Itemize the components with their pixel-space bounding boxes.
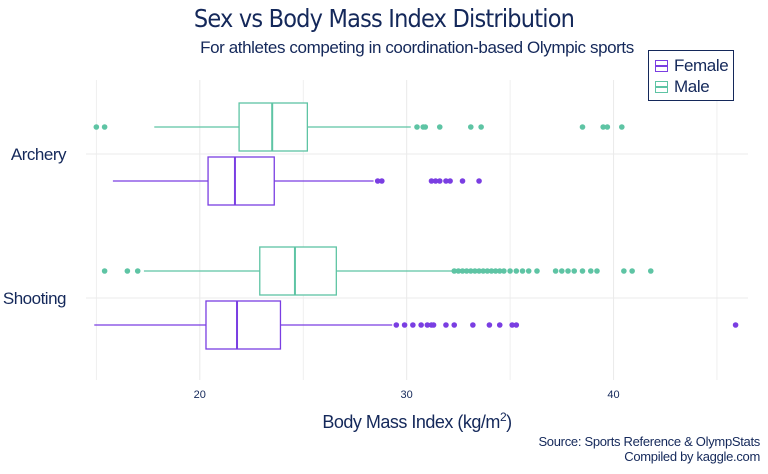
outlier-archery-male-1 bbox=[101, 124, 108, 130]
outlier-archery-male-6 bbox=[467, 124, 474, 130]
outlier-shooting-male-17 bbox=[513, 268, 520, 274]
outlier-shooting-male-25 bbox=[579, 268, 586, 274]
legend-key-female bbox=[655, 60, 668, 72]
outlier-shooting-male-10 bbox=[480, 268, 487, 274]
outlier-shooting-female-6 bbox=[430, 322, 437, 328]
axis-labels: 20 30 40 Archery Shooting bbox=[3, 145, 620, 401]
outlier-shooting-male-12 bbox=[488, 268, 495, 274]
outlier-archery-male-8 bbox=[579, 124, 586, 130]
y-tick-shooting: Shooting bbox=[3, 289, 66, 308]
legend-label-male: Male bbox=[674, 77, 710, 96]
outlier-shooting-male-5 bbox=[459, 268, 466, 274]
outlier-archery-female-0 bbox=[374, 178, 381, 184]
outlier-shooting-female-1 bbox=[401, 322, 408, 328]
outlier-shooting-male-8 bbox=[472, 268, 478, 274]
caption-source: Source: Sports Reference & OlympStats bbox=[538, 434, 760, 449]
caption: Source: Sports Reference & OlympStats Co… bbox=[538, 434, 760, 464]
legend-item-female: Female bbox=[655, 56, 729, 76]
grid-lines bbox=[86, 80, 748, 380]
outlier-shooting-male-22 bbox=[559, 268, 565, 274]
outlier-shooting-female-0 bbox=[393, 322, 400, 328]
outlier-shooting-male-21 bbox=[552, 268, 559, 274]
outlier-archery-female-6 bbox=[447, 178, 453, 184]
outlier-archery-male-5 bbox=[436, 124, 443, 130]
outlier-archery-male-11 bbox=[619, 124, 625, 130]
legend-key-male bbox=[655, 81, 668, 93]
outlier-shooting-female-3 bbox=[418, 322, 424, 328]
y-tick-archery: Archery bbox=[11, 145, 67, 164]
chart-title: Sex vs Body Mass Index Distribution bbox=[193, 4, 575, 33]
legend-item-male: Male bbox=[655, 77, 710, 97]
outlier-shooting-female-8 bbox=[451, 322, 458, 328]
outlier-shooting-male-6 bbox=[463, 268, 470, 274]
outlier-archery-male-4 bbox=[422, 124, 429, 130]
outlier-shooting-male-1 bbox=[124, 268, 131, 274]
outlier-archery-male-7 bbox=[478, 124, 484, 130]
outlier-shooting-female-11 bbox=[496, 322, 503, 328]
x-tick-40: 40 bbox=[607, 389, 619, 401]
outlier-shooting-male-24 bbox=[571, 268, 578, 274]
iqr-box-shooting-female bbox=[205, 300, 282, 350]
outlier-shooting-female-14 bbox=[732, 322, 739, 328]
outlier-shooting-male-18 bbox=[519, 268, 526, 274]
outlier-shooting-male-27 bbox=[594, 268, 600, 274]
outlier-archery-female-2 bbox=[428, 178, 435, 184]
outlier-archery-female-3 bbox=[432, 178, 439, 184]
outlier-shooting-male-29 bbox=[629, 268, 635, 274]
box-shooting-male bbox=[101, 246, 654, 296]
legend-label-female: Female bbox=[674, 56, 729, 75]
outlier-shooting-male-4 bbox=[455, 268, 462, 274]
outlier-archery-male-2 bbox=[414, 124, 420, 130]
outlier-shooting-male-2 bbox=[134, 268, 141, 274]
outlier-shooting-male-26 bbox=[587, 268, 594, 274]
outlier-shooting-female-13 bbox=[513, 322, 520, 328]
iqr-box-archery-male bbox=[238, 102, 309, 152]
outlier-shooting-male-19 bbox=[525, 268, 532, 274]
outlier-shooting-male-15 bbox=[501, 268, 507, 274]
chart-subtitle: For athletes competing in coordination-b… bbox=[200, 38, 634, 57]
outlier-shooting-male-30 bbox=[647, 268, 654, 274]
outlier-shooting-male-20 bbox=[534, 268, 540, 274]
outlier-shooting-male-7 bbox=[467, 268, 474, 274]
iqr-box-archery-female bbox=[207, 156, 275, 206]
outlier-shooting-male-13 bbox=[492, 268, 499, 274]
outlier-shooting-male-14 bbox=[496, 268, 503, 274]
outlier-archery-female-1 bbox=[379, 178, 385, 184]
outlier-shooting-male-28 bbox=[621, 268, 627, 274]
outlier-shooting-female-9 bbox=[470, 322, 476, 328]
outlier-archery-male-0 bbox=[93, 124, 100, 130]
outlier-shooting-female-2 bbox=[410, 322, 416, 328]
box-shooting-female bbox=[94, 300, 739, 350]
outlier-shooting-male-16 bbox=[507, 268, 513, 274]
outlier-archery-female-8 bbox=[476, 178, 482, 184]
caption-compiled: Compiled by kaggle.com bbox=[624, 449, 760, 464]
iqr-box-shooting-male bbox=[259, 246, 337, 296]
outlier-archery-male-10 bbox=[604, 124, 611, 130]
outlier-shooting-male-23 bbox=[565, 268, 571, 274]
outlier-shooting-male-3 bbox=[451, 268, 458, 274]
outlier-archery-female-5 bbox=[443, 178, 449, 184]
outlier-shooting-male-0 bbox=[101, 268, 108, 274]
outlier-shooting-female-4 bbox=[424, 322, 431, 328]
x-tick-20: 20 bbox=[194, 389, 206, 401]
outlier-shooting-male-11 bbox=[484, 268, 491, 274]
box-archery-female bbox=[112, 156, 482, 206]
x-tick-30: 30 bbox=[401, 389, 413, 401]
outlier-shooting-female-12 bbox=[509, 322, 515, 328]
outlier-shooting-female-7 bbox=[443, 322, 449, 328]
outlier-archery-female-7 bbox=[459, 178, 466, 184]
outlier-shooting-male-9 bbox=[476, 268, 482, 274]
outlier-archery-male-9 bbox=[600, 124, 606, 130]
legend: Female Male bbox=[648, 50, 734, 101]
outlier-shooting-female-10 bbox=[486, 322, 493, 328]
x-axis-label: Body Mass Index (kg/m2) bbox=[322, 410, 512, 432]
box-layer bbox=[93, 102, 739, 350]
box-archery-male bbox=[93, 102, 625, 152]
outlier-archery-female-4 bbox=[436, 178, 443, 184]
